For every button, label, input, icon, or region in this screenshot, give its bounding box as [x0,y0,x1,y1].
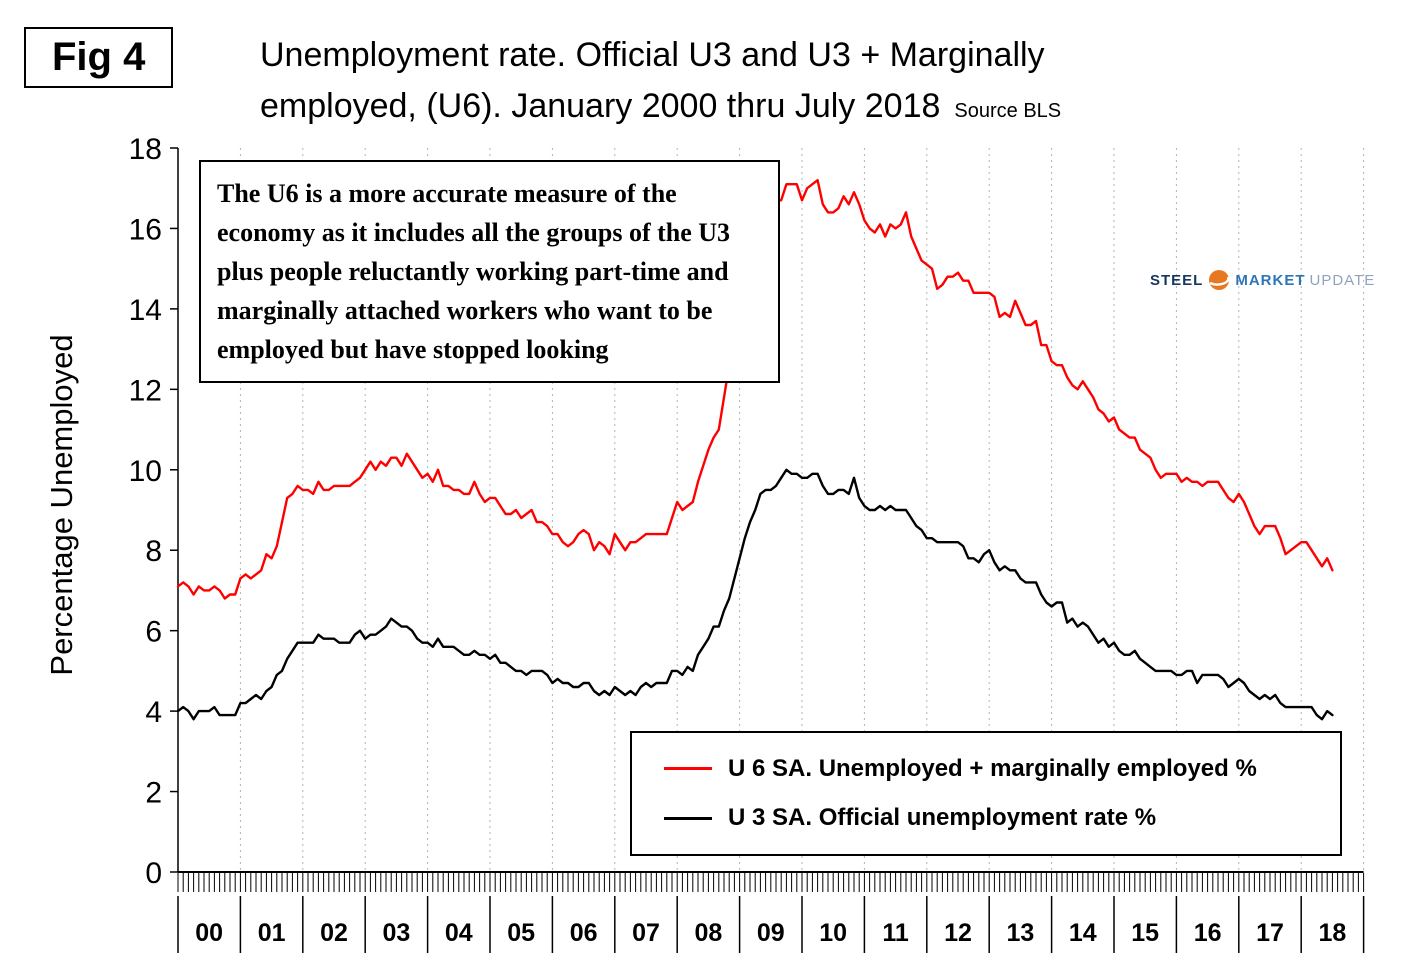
chart-title-line2: employed, (U6). January 2000 thru July 2… [260,81,1061,132]
year-label: 18 [1318,919,1346,947]
year-label: 08 [694,919,722,947]
series-line [176,468,1334,721]
year-label: 13 [1006,919,1034,947]
chart-title-line1: Unemployment rate. Official U3 and U3 + … [260,36,1045,74]
year-label: 09 [757,919,785,947]
annotation-box: The U6 is a more accurate measure of the… [199,160,780,383]
y-axis-title: Percentage Unemployed [44,334,79,676]
u6-line-sample [664,767,712,771]
y-tick-label: 10 [129,455,162,488]
year-label: 00 [195,919,223,947]
logo-word-update: UPDATE [1309,271,1376,289]
year-label: 02 [320,919,348,947]
y-tick-label: 14 [129,294,162,327]
y-tick-label: 4 [145,696,162,729]
chart-title-line2-text: employed, (U6). January 2000 thru July 2… [260,87,941,125]
legend-label-u6: U 6 SA. Unemployed + marginally employed… [728,754,1257,782]
year-label: 05 [507,919,535,947]
legend-item-u6: U 6 SA. Unemployed + marginally employed… [664,755,1340,783]
y-tick-label: 2 [145,777,162,810]
figure-number-box: Fig 4 [24,27,174,88]
y-tick-label: 8 [145,535,162,568]
steel-market-update-logo: STEEL MARKET UPDATE [1150,268,1375,292]
y-tick-label: 18 [129,133,162,166]
y-tick-label: 6 [145,616,162,649]
year-label: 17 [1256,919,1284,947]
legend-item-u3: U 3 SA. Official unemployment rate % [664,804,1340,832]
chart-title: Unemployment rate. Official U3 and U3 + … [260,30,1061,132]
source-note: Source BLS [954,100,1062,122]
year-label: 03 [382,919,410,947]
year-label: 01 [258,919,286,947]
year-label: 04 [445,919,473,947]
logo-word-market: MARKET [1235,271,1306,289]
year-label: 10 [819,919,847,947]
year-label: 07 [632,919,660,947]
year-label: 11 [882,919,909,947]
year-label: 06 [570,919,598,947]
year-label: 14 [1069,919,1097,947]
year-label: 16 [1194,919,1222,947]
year-label: 12 [944,919,972,947]
y-tick-label: 16 [129,213,162,246]
figure-number-label: Fig 4 [52,35,146,79]
logo-word-steel: STEEL [1150,271,1204,289]
legend-label-u3: U 3 SA. Official unemployment rate % [728,804,1157,832]
legend: U 6 SA. Unemployed + marginally employed… [630,731,1342,856]
y-tick-label: 0 [145,857,162,890]
y-tick-label: 12 [129,374,162,407]
globe-icon [1207,268,1231,292]
u3-line-sample [664,816,712,820]
year-label: 15 [1131,919,1159,947]
